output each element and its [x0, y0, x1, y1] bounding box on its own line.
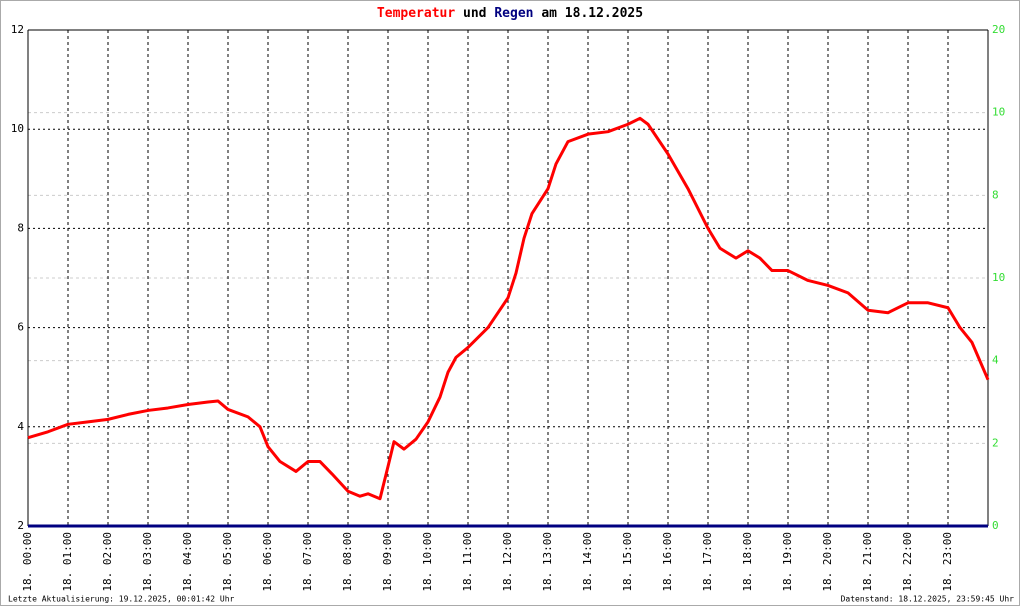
x-tick-label: 18. 14:00 [581, 532, 594, 592]
x-tick-label: 18. 22:00 [901, 532, 914, 592]
x-tick-label: 18. 10:00 [421, 532, 434, 592]
chart-title: Temperatur und Regen am 18.12.2025 [377, 6, 643, 21]
x-tick-label: 18. 08:00 [341, 532, 354, 592]
title-temp: Temperatur [377, 6, 455, 21]
y-tick-label: 6 [17, 321, 24, 334]
y2-tick-label: 0 [992, 519, 999, 532]
y2-tick-label: 2 [992, 436, 999, 449]
y2-tick-label: 20 [992, 23, 1005, 36]
title-mid: und [463, 6, 486, 21]
title-rain: Regen [494, 6, 533, 21]
y2-tick-label: 8 [992, 188, 999, 201]
x-tick-label: 18. 04:00 [181, 532, 194, 592]
y2-tick-label: 4 [992, 354, 999, 367]
x-tick-label: 18. 19:00 [781, 532, 794, 592]
x-tick-label: 18. 23:00 [941, 532, 954, 592]
x-tick-label: 18. 11:00 [461, 532, 474, 592]
y-tick-label: 12 [11, 23, 24, 36]
x-tick-label: 18. 13:00 [541, 532, 554, 592]
x-tick-label: 18. 18:00 [741, 532, 754, 592]
x-tick-label: 18. 05:00 [221, 532, 234, 592]
y2-tick-label: 10 [992, 106, 1005, 119]
y-tick-label: 8 [17, 221, 24, 234]
x-tick-label: 18. 01:00 [61, 532, 74, 592]
x-tick-label: 18. 20:00 [821, 532, 834, 592]
x-tick-label: 18. 06:00 [261, 532, 274, 592]
x-tick-label: 18. 09:00 [381, 532, 394, 592]
footer-right: Datenstand: 18.12.2025, 23:59:45 Uhr [841, 595, 1015, 604]
x-tick-label: 18. 12:00 [501, 532, 514, 592]
y-tick-label: 4 [17, 420, 24, 433]
y2-tick-label: 10 [992, 271, 1005, 284]
footer-left: Letzte Aktualisierung: 19.12.2025, 00:01… [8, 595, 235, 604]
x-tick-label: 18. 17:00 [701, 532, 714, 592]
x-tick-label: 18. 16:00 [661, 532, 674, 592]
x-tick-label: 18. 03:00 [141, 532, 154, 592]
x-tick-label: 18. 07:00 [301, 532, 314, 592]
x-tick-label: 18. 00:00 [21, 532, 34, 592]
y-tick-label: 2 [17, 519, 24, 532]
y-tick-label: 10 [11, 122, 24, 135]
x-tick-label: 18. 15:00 [621, 532, 634, 592]
x-tick-label: 18. 21:00 [861, 532, 874, 592]
x-tick-label: 18. 02:00 [101, 532, 114, 592]
title-end: am 18.12.2025 [541, 6, 643, 21]
series-line [27, 116, 990, 501]
